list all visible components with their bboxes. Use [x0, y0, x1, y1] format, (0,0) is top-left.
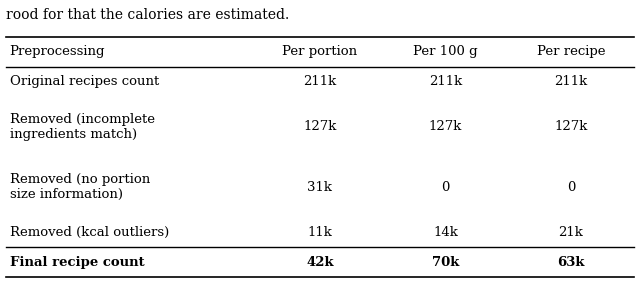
Text: 14k: 14k [433, 226, 458, 239]
Text: 0: 0 [441, 181, 450, 194]
Text: Final recipe count: Final recipe count [10, 256, 144, 269]
Text: 211k: 211k [554, 75, 588, 88]
Text: Removed (incomplete
ingredients match): Removed (incomplete ingredients match) [10, 113, 155, 141]
Text: Removed (no portion
size information): Removed (no portion size information) [10, 173, 150, 201]
Text: 70k: 70k [432, 256, 459, 269]
Text: 127k: 127k [554, 121, 588, 134]
Text: 63k: 63k [557, 256, 584, 269]
Text: Original recipes count: Original recipes count [10, 75, 159, 88]
Text: Per 100 g: Per 100 g [413, 45, 477, 58]
Text: Per recipe: Per recipe [536, 45, 605, 58]
Text: 127k: 127k [303, 121, 337, 134]
Text: 31k: 31k [307, 181, 333, 194]
Text: 211k: 211k [429, 75, 462, 88]
Text: 42k: 42k [306, 256, 334, 269]
Text: 21k: 21k [559, 226, 583, 239]
Text: Removed (kcal outliers): Removed (kcal outliers) [10, 226, 169, 239]
Text: 127k: 127k [429, 121, 462, 134]
Text: Preprocessing: Preprocessing [10, 45, 105, 58]
Text: 0: 0 [566, 181, 575, 194]
Text: 11k: 11k [308, 226, 332, 239]
Text: rood for that the calories are estimated.: rood for that the calories are estimated… [6, 8, 290, 22]
Text: 211k: 211k [303, 75, 337, 88]
Text: Per portion: Per portion [282, 45, 358, 58]
